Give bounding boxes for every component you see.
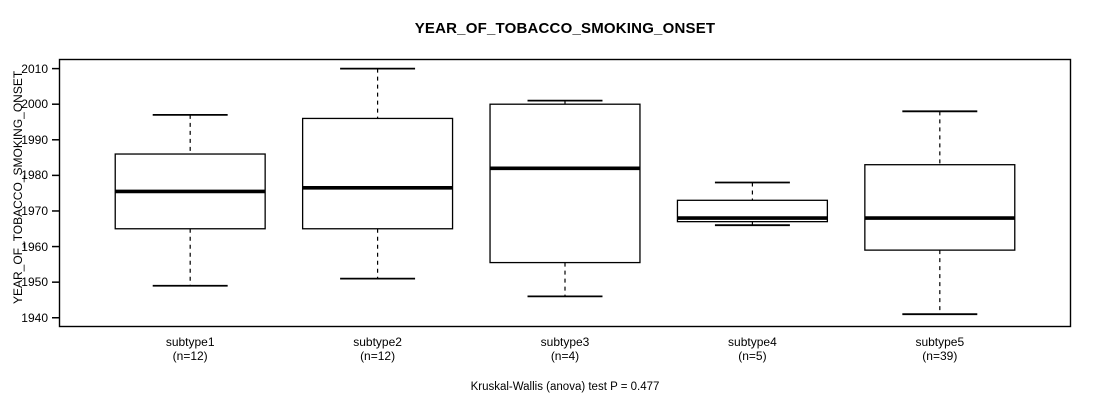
x-category-sample-size: (n=4) bbox=[550, 349, 580, 363]
x-category-sample-size: (n=12) bbox=[172, 349, 208, 363]
x-category-sample-size: (n=39) bbox=[922, 349, 958, 363]
x-category-sample-size: (n=5) bbox=[738, 349, 767, 363]
x-category-label: subtype1 (n=12) bbox=[115, 335, 265, 363]
y-axis-tick-label: 1970 bbox=[21, 203, 48, 218]
caption: Kruskal-Wallis (anova) test P = 0.477 bbox=[470, 381, 660, 393]
x-category-sample-size: (n=12) bbox=[360, 349, 396, 363]
plot-area bbox=[52, 58, 1072, 328]
y-axis-tick-label: 1980 bbox=[21, 168, 48, 183]
x-category-name: subtype1 bbox=[165, 335, 215, 349]
x-category-label: subtype4 (n=5) bbox=[677, 335, 827, 363]
chart-title: YEAR_OF_TOBACCO_SMOKING_ONSET bbox=[414, 20, 716, 37]
boxplot-group-subtype5 bbox=[864, 110, 1016, 316]
boxplot-group-subtype2 bbox=[301, 67, 454, 280]
boxplot-group-subtype1 bbox=[114, 113, 266, 287]
iqr-box bbox=[864, 164, 1016, 251]
y-axis-tick-label: 2000 bbox=[21, 97, 48, 112]
y-axis-tick-label: 1960 bbox=[21, 239, 48, 254]
boxplot-group-subtype3 bbox=[489, 99, 641, 298]
boxplot-group-subtype4 bbox=[676, 181, 829, 227]
y-axis-tick-label: 1990 bbox=[21, 132, 48, 147]
x-category-name: subtype3 bbox=[540, 335, 590, 349]
plot-frame bbox=[58, 58, 1072, 328]
y-axis-tick-label: 1940 bbox=[21, 310, 48, 325]
y-axis-tick-label: 1950 bbox=[21, 275, 48, 290]
x-category-label: subtype3 (n=4) bbox=[490, 335, 640, 363]
y-axis-tick-label: 2010 bbox=[21, 61, 48, 76]
x-category-name: subtype4 bbox=[728, 335, 777, 349]
iqr-box bbox=[489, 103, 641, 264]
iqr-box bbox=[301, 117, 454, 230]
y-axis-title: YEAR_OF_TOBACCO_SMOKING_ONSET bbox=[11, 70, 25, 304]
x-category-name: subtype5 bbox=[915, 335, 965, 349]
x-category-label: subtype5 (n=39) bbox=[865, 335, 1015, 363]
x-category-label: subtype2 (n=12) bbox=[303, 335, 453, 363]
x-category-name: subtype2 bbox=[353, 335, 402, 349]
